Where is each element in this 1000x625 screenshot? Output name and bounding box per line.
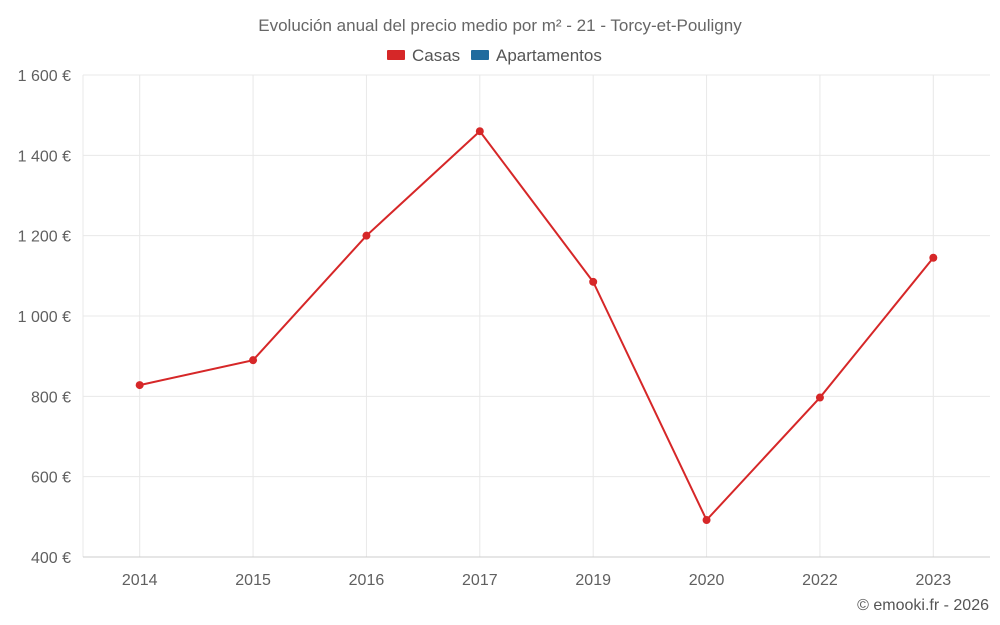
x-tick-label: 2017 xyxy=(462,572,498,589)
series-line-casas xyxy=(139,129,935,522)
x-tick-label: 2015 xyxy=(235,572,271,589)
y-tick-label: 1 200 € xyxy=(18,229,71,246)
x-gridlines xyxy=(82,75,934,557)
chart-title: Evolución anual del precio medio por m² … xyxy=(258,16,742,35)
legend-item-casas[interactable]: Casas xyxy=(387,46,460,65)
y-tick-label: 1 000 € xyxy=(18,309,71,326)
y-tick-label: 1 400 € xyxy=(18,148,71,165)
data-point-casas-2014[interactable] xyxy=(135,381,144,390)
credit-text: © emooki.fr - 2026 xyxy=(857,597,989,614)
y-tick-label: 1 600 € xyxy=(18,68,71,85)
y-axis-labels: 400 € 600 € 800 € 1 000 € 1 200 € 1 400 € 1 60… xyxy=(18,68,71,567)
x-tick-label: 2014 xyxy=(122,572,158,589)
y-gridlines xyxy=(83,74,990,478)
legend-swatch-apartamentos xyxy=(471,50,489,60)
data-point-casas-2020[interactable] xyxy=(702,516,711,525)
data-point-casas-2016[interactable] xyxy=(362,231,371,240)
x-axis-labels: 2014 2015 2016 2017 2019 2020 2022 2023 xyxy=(122,572,951,589)
data-point-casas-2019[interactable] xyxy=(589,277,598,286)
legend-item-apartamentos[interactable]: Apartamentos xyxy=(471,46,602,65)
data-point-casas-2022[interactable] xyxy=(815,393,824,402)
legend-label-apartamentos: Apartamentos xyxy=(496,46,602,65)
y-tick-label: 400 € xyxy=(31,550,71,567)
x-tick-label: 2016 xyxy=(349,572,385,589)
x-tick-label: 2020 xyxy=(689,572,725,589)
legend: Casas Apartamentos xyxy=(387,46,602,65)
data-point-casas-2017[interactable] xyxy=(475,127,484,136)
legend-label-casas: Casas xyxy=(412,46,460,65)
data-point-casas-2015[interactable] xyxy=(249,356,258,365)
series-group xyxy=(135,127,938,525)
x-tick-label: 2023 xyxy=(916,572,952,589)
y-tick-label: 600 € xyxy=(31,470,71,487)
x-tick-label: 2022 xyxy=(802,572,838,589)
y-tick-label: 800 € xyxy=(31,389,71,406)
legend-swatch-casas xyxy=(387,50,405,60)
data-point-casas-2023[interactable] xyxy=(929,253,938,262)
x-tick-label: 2019 xyxy=(575,572,611,589)
